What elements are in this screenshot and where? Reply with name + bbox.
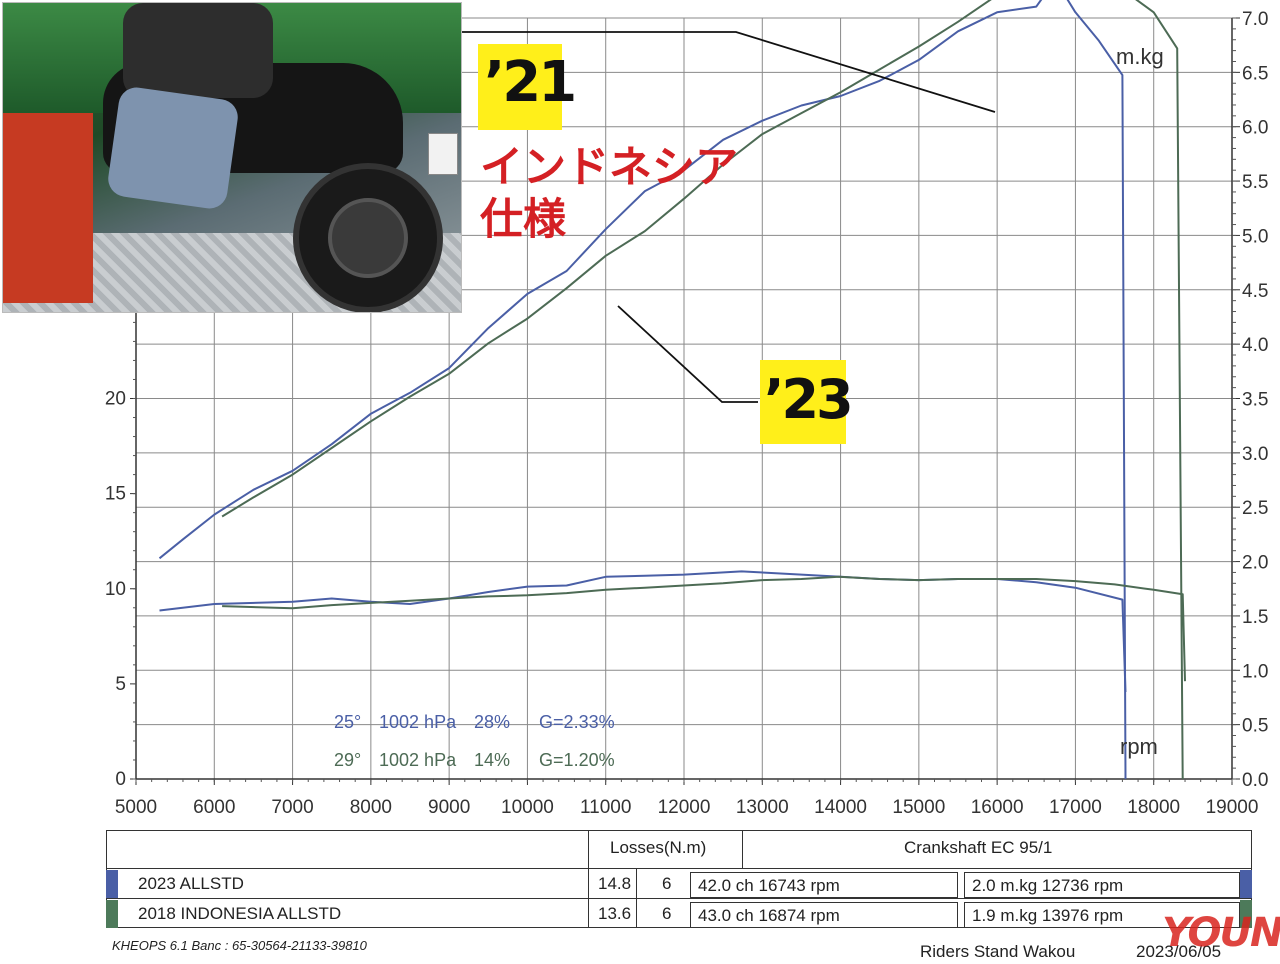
y-left-tick-label: 5 xyxy=(115,674,126,695)
y-right-tick-label: 6.5 xyxy=(1242,63,1268,84)
row-2018-gear: 6 xyxy=(662,904,672,923)
row-2018-loss: 13.6 xyxy=(598,904,632,923)
x-tick-label: 14000 xyxy=(814,797,867,818)
conditions-2018: 29° 1002 hPa 14% G=1.20% xyxy=(334,750,615,770)
series-power-0 xyxy=(158,0,1127,780)
row-2023-power: 42.0 ch 16743 rpm xyxy=(698,876,840,895)
row-2023-loss: 14.8 xyxy=(598,874,632,893)
x-tick-label: 5000 xyxy=(115,797,157,818)
y-right-tick-label: 3.5 xyxy=(1242,390,1268,411)
row-2023-name: 2023 ALLSTD xyxy=(138,874,244,893)
y-right-tick-label: 5.5 xyxy=(1242,172,1268,193)
series-torque-3 xyxy=(222,575,1186,682)
x-tick-label: 15000 xyxy=(892,797,945,818)
chart-grid xyxy=(135,17,1233,780)
y-right-tick-label: 4.5 xyxy=(1242,281,1268,302)
y-left-tick-label: 10 xyxy=(105,579,126,600)
x-tick-label: 17000 xyxy=(1049,797,1102,818)
shop-footer: Riders Stand Wakou xyxy=(920,942,1076,961)
indonesia-spec-label: インドネシア 仕様 xyxy=(480,142,738,246)
y-right-tick-label: 6.0 xyxy=(1242,118,1268,139)
y-right-tick-label: 2.0 xyxy=(1242,553,1268,574)
x-tick-label: 13000 xyxy=(736,797,789,818)
x-tick-label: 7000 xyxy=(271,797,313,818)
leader-23 xyxy=(617,305,758,403)
x-axis-unit: rpm xyxy=(1120,734,1158,759)
row-2023-gear: 6 xyxy=(662,874,672,893)
y-right-tick-label: 7.0 xyxy=(1242,9,1268,30)
right-axis-unit: m.kg xyxy=(1116,44,1164,69)
y-right-tick-label: 0.5 xyxy=(1242,716,1268,737)
dyno-photo xyxy=(2,2,462,313)
series-torque-2 xyxy=(159,570,1127,693)
label-21: ’21 xyxy=(478,44,577,130)
losses-header: Losses(N.m) xyxy=(610,838,707,857)
row-2018-name: 2018 INDONESIA ALLSTD xyxy=(138,904,342,923)
x-tick-label: 8000 xyxy=(350,797,392,818)
chart-series xyxy=(158,0,1186,780)
y-left-tick-label: 15 xyxy=(105,484,126,505)
x-tick-label: 11000 xyxy=(580,797,631,818)
crankshaft-header: Crankshaft EC 95/1 xyxy=(904,838,1053,857)
x-tick-label: 6000 xyxy=(193,797,235,818)
conditions-2023: 25° 1002 hPa 28% G=2.33% xyxy=(334,712,615,732)
x-tick-label: 19000 xyxy=(1206,797,1259,818)
leader-21 xyxy=(462,31,996,113)
x-tick-label: 9000 xyxy=(428,797,470,818)
date-footer: 2023/06/05 xyxy=(1136,942,1222,961)
indo-line-2: 仕様 xyxy=(480,195,566,245)
y-left-tick-label: 20 xyxy=(105,389,126,410)
y-right-tick-label: 1.0 xyxy=(1242,661,1268,682)
y-right-tick-label: 3.0 xyxy=(1242,444,1268,465)
y-right-tick-label: 1.5 xyxy=(1242,607,1268,628)
annotation-leaders xyxy=(462,31,996,403)
y-left-tick-label: 0 xyxy=(115,769,126,790)
x-tick-label: 18000 xyxy=(1127,797,1180,818)
label-23: ’23 xyxy=(760,360,854,444)
y-right-tick-label: 2.5 xyxy=(1242,498,1268,519)
row-2018-torque: 1.9 m.kg 13976 rpm xyxy=(972,906,1124,925)
software-footer: KHEOPS 6.1 Banc : 65-30564-21133-39810 xyxy=(112,938,367,953)
indo-line-1: インドネシア xyxy=(480,143,738,193)
y-right-tick-label: 4.0 xyxy=(1242,335,1268,356)
chart-ticks: 5000 6000 7000 8000 9000 10000 11000 12000 13000… xyxy=(105,9,1269,818)
dyno-chart: 5000 6000 7000 8000 9000 10000 11000 12000 13000… xyxy=(105,0,1269,818)
x-tick-label: 16000 xyxy=(971,797,1024,818)
x-tick-label: 10000 xyxy=(501,797,554,818)
watermark-logo: YOUNG xyxy=(1162,910,1280,956)
series-power-1 xyxy=(221,0,1184,780)
y-right-tick-label: 5.0 xyxy=(1242,226,1268,247)
y-right-tick-label: 0.0 xyxy=(1242,770,1268,791)
results-table: Losses(N.m) Crankshaft EC 95/1 2023 ALLS… xyxy=(106,830,1252,930)
x-tick-label: 12000 xyxy=(658,797,711,818)
row-2018-power: 43.0 ch 16874 rpm xyxy=(698,906,840,925)
row-2023-torque: 2.0 m.kg 12736 rpm xyxy=(972,876,1124,895)
